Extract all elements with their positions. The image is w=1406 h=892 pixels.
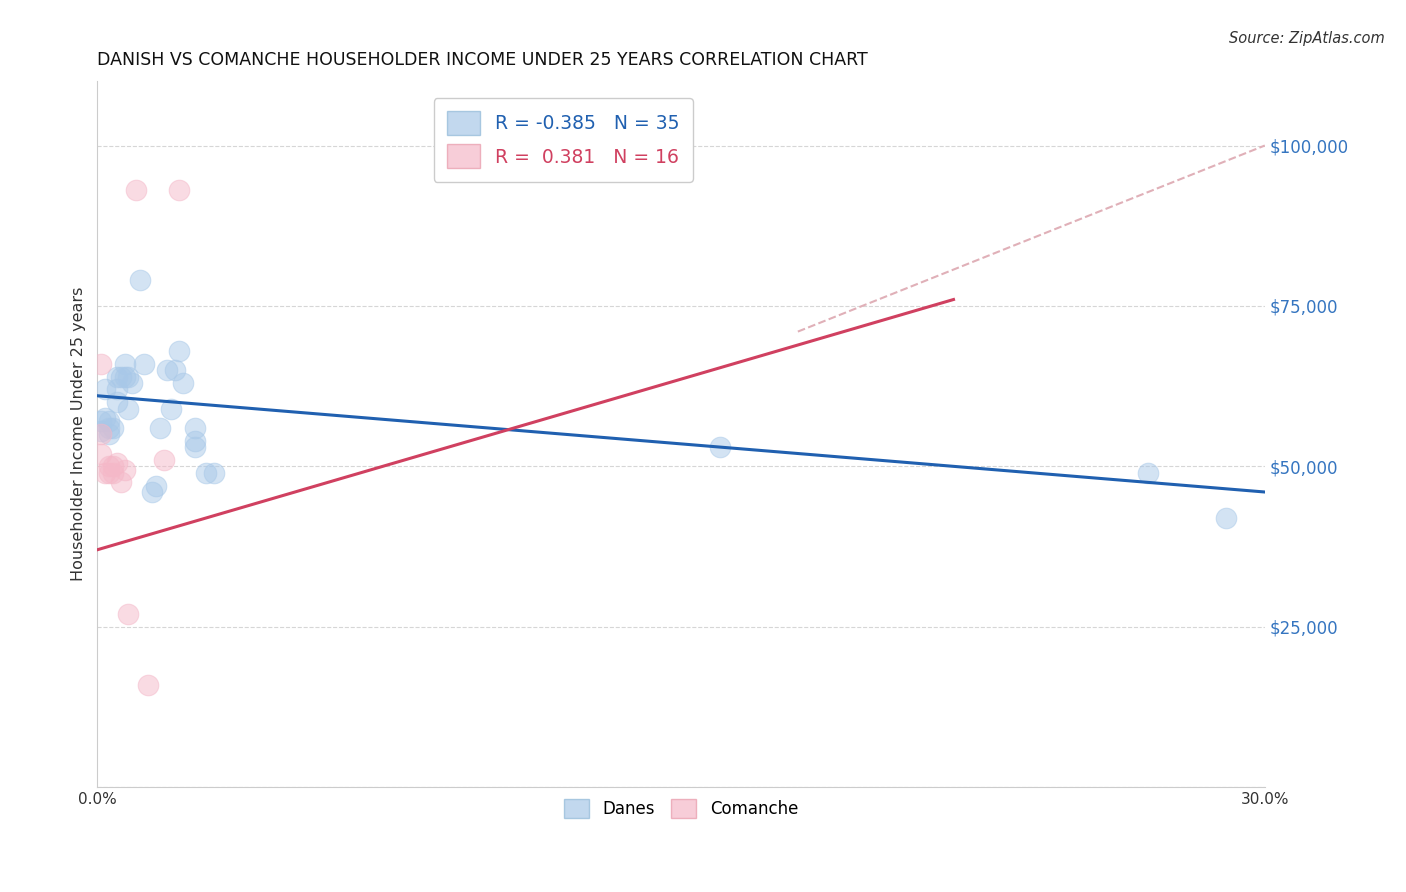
Point (101, 459, 124, 474)
Point (1137, 466, 1160, 480)
Point (160, 401, 183, 416)
Point (114, 462, 136, 476)
Text: DANISH VS COMANCHE HOUSEHOLDER INCOME UNDER 25 YEARS CORRELATION CHART: DANISH VS COMANCHE HOUSEHOLDER INCOME UN… (97, 51, 868, 69)
Point (90, 357, 112, 371)
Point (156, 363, 179, 377)
Point (117, 401, 139, 416)
Point (94, 411, 117, 425)
Legend: Danes, Comanche: Danes, Comanche (557, 792, 804, 825)
Text: Source: ZipAtlas.com: Source: ZipAtlas.com (1229, 31, 1385, 46)
Point (90, 446, 112, 460)
Point (98, 421, 121, 435)
Point (165, 363, 187, 377)
Point (101, 466, 124, 480)
Point (141, 485, 163, 500)
Point (149, 421, 172, 435)
Point (129, 273, 152, 287)
Point (105, 369, 128, 384)
Point (105, 395, 128, 409)
Point (94, 466, 117, 480)
Point (117, 607, 139, 621)
Point (202, 466, 225, 480)
Point (136, 677, 159, 691)
Point (145, 478, 167, 492)
Point (125, 183, 148, 197)
Point (195, 466, 218, 480)
Point (98, 466, 121, 480)
Point (105, 382, 128, 396)
Point (172, 376, 194, 390)
Point (105, 456, 128, 470)
Point (167, 183, 190, 197)
Point (1215, 510, 1237, 524)
Y-axis label: Householder Income Under 25 years: Householder Income Under 25 years (72, 287, 86, 582)
Point (90, 427, 112, 442)
Point (98, 427, 121, 442)
Point (132, 357, 155, 371)
Point (90, 414, 112, 428)
Point (110, 475, 132, 490)
Point (117, 369, 139, 384)
Point (110, 369, 132, 384)
Point (183, 421, 205, 435)
Point (101, 421, 124, 435)
Point (114, 357, 136, 371)
Point (94, 382, 117, 396)
Point (167, 343, 190, 358)
Point (121, 376, 143, 390)
Point (114, 369, 136, 384)
Point (183, 434, 205, 448)
Point (98, 414, 121, 428)
Point (90, 424, 112, 438)
Point (152, 453, 174, 467)
Point (709, 440, 731, 454)
Point (183, 440, 205, 454)
Point (98, 459, 121, 474)
